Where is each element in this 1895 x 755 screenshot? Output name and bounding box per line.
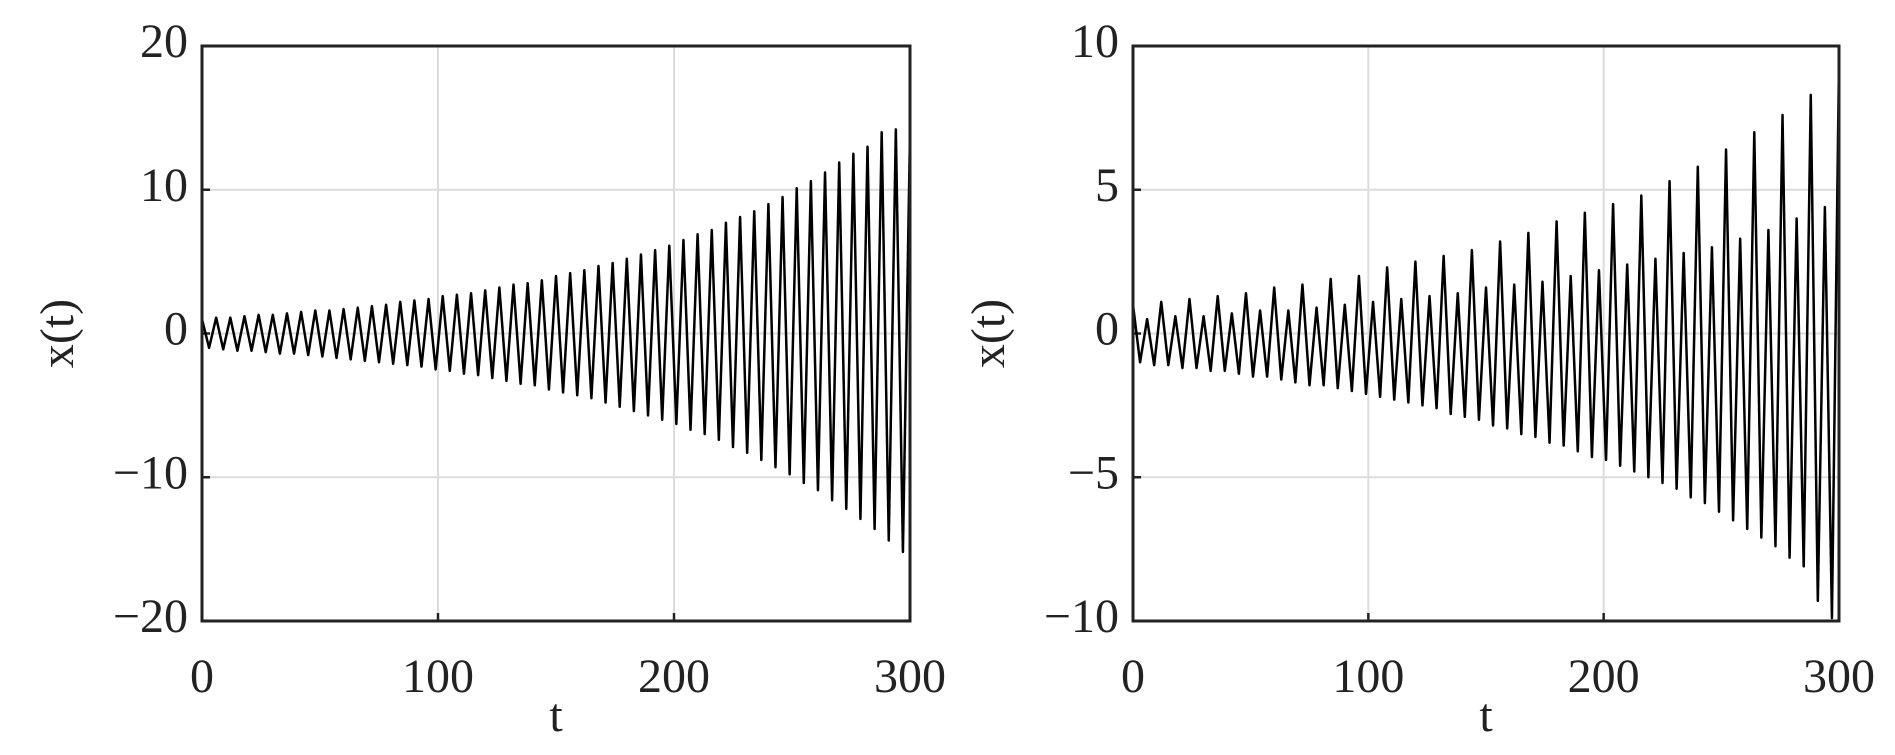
y-tick-label: −5: [1068, 446, 1119, 499]
x-tick-label: 0: [1121, 650, 1145, 703]
x-tick-label: 300: [874, 650, 946, 703]
y-axis-label: x(t): [962, 299, 1015, 368]
y-axis-label: x(t): [31, 299, 84, 368]
y-tick-label: 10: [1071, 15, 1119, 68]
x-tick-label: 300: [1803, 650, 1875, 703]
data-line: [200, 128, 912, 554]
plot-frame: [1131, 44, 1841, 623]
y-tick-label: −10: [113, 446, 188, 499]
x-tick-label: 100: [1332, 650, 1404, 703]
y-tick-label: 5: [1095, 159, 1119, 212]
chart: 0 100 200 300 −20 −10 0 10 20 t x(t): [31, 15, 946, 742]
y-tick-label: 10: [140, 159, 188, 212]
x-axis-label: t: [549, 689, 563, 742]
data-line: [1131, 60, 1841, 620]
y-tick-label: 0: [1095, 303, 1119, 356]
chart: 0 100 200 300 −10 −5 0 5 10 t x(t): [962, 15, 1875, 742]
x-axis-label: t: [1479, 689, 1493, 742]
y-tick-label: −20: [113, 590, 188, 643]
x-tick-label: 100: [402, 650, 474, 703]
y-tick-label: 0: [164, 303, 188, 356]
x-tick-label: 200: [638, 650, 710, 703]
plot-frame: [200, 44, 912, 623]
y-tick-label: 20: [140, 15, 188, 68]
x-tick-label: 200: [1568, 650, 1640, 703]
x-tick-label: 0: [190, 650, 214, 703]
y-tick-label: −10: [1044, 590, 1119, 643]
